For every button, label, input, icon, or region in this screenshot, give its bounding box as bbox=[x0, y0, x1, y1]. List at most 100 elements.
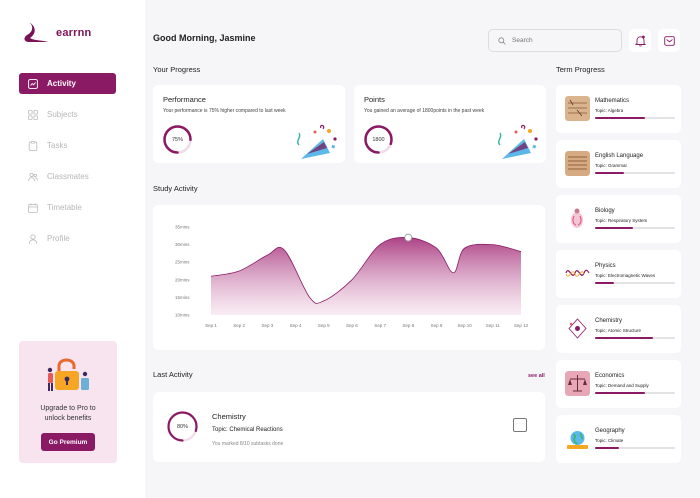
term-progress-bar bbox=[595, 447, 675, 449]
term-progress-fill bbox=[595, 227, 634, 229]
x-tick-label: Sep 11 bbox=[486, 323, 500, 328]
term-topic: Topic: Atomic Structure bbox=[595, 328, 642, 333]
search-input[interactable] bbox=[512, 37, 612, 44]
sidebar-item-subjects[interactable]: Subjects bbox=[19, 104, 116, 125]
term-progress-title: Term Progress bbox=[556, 65, 605, 74]
points-ring: 1800 bbox=[364, 125, 393, 154]
sidebar-item-timetable[interactable]: Timetable bbox=[19, 197, 116, 218]
clipboard-icon bbox=[28, 140, 38, 151]
term-subject: Chemistry bbox=[595, 318, 623, 324]
term-topic: Topic: Demand and Supply bbox=[595, 383, 649, 388]
x-tick-label: Sep 6 bbox=[346, 323, 358, 328]
study-area-fill bbox=[211, 237, 521, 315]
sidebar-item-tasks[interactable]: Tasks bbox=[19, 135, 116, 156]
performance-card[interactable]: Performance Your performance is 75% high… bbox=[153, 85, 345, 163]
calendar-icon bbox=[28, 202, 38, 213]
term-progress-bar bbox=[595, 392, 675, 394]
term-subject: Geography bbox=[595, 428, 625, 434]
performance-ring: 75% bbox=[163, 125, 192, 154]
sidebar-item-label: Subjects bbox=[47, 110, 78, 119]
x-tick-label: Sep 2 bbox=[233, 323, 245, 328]
chemistry-thumb-icon bbox=[565, 316, 590, 341]
sidebar-item-classmates[interactable]: Classmates bbox=[19, 166, 116, 187]
activity-topic: Topic: Chemical Reactions bbox=[212, 427, 283, 433]
term-card-biology[interactable]: Biology Topic: Respiratory System bbox=[556, 195, 681, 243]
biology-thumb-icon bbox=[565, 206, 590, 231]
term-subject: Biology bbox=[595, 208, 615, 214]
chart-box-icon bbox=[28, 78, 38, 89]
study-activity-chart-svg: 10mins 15mins 20mins 25mins 30mins 35mins Sep … bbox=[175, 225, 529, 329]
highlight-point[interactable] bbox=[404, 233, 413, 242]
points-card[interactable]: Points You gained an average of 1800poin… bbox=[354, 85, 546, 163]
activity-note: You marked 8/10 subtasks done bbox=[212, 441, 284, 447]
term-card-geography[interactable]: Geography Topic: Climate bbox=[556, 415, 681, 463]
sidebar-item-label: Tasks bbox=[47, 141, 68, 150]
term-progress-fill bbox=[595, 117, 645, 119]
grid-icon bbox=[28, 109, 38, 120]
performance-ring-arc bbox=[163, 125, 192, 154]
x-tick-label: Sep 5 bbox=[318, 323, 330, 328]
logo-icon bbox=[24, 22, 48, 42]
activity-ring-arc bbox=[167, 411, 198, 442]
y-tick-label: 30mins bbox=[175, 242, 190, 247]
last-activity-title: Last Activity bbox=[153, 370, 193, 379]
search-icon bbox=[498, 36, 506, 45]
last-activity-card[interactable]: 80% Chemistry Topic: Chemical Reactions … bbox=[153, 392, 545, 462]
sidebar: earrnn Activity Subjects Tasks Classmate… bbox=[0, 0, 145, 498]
term-topic: Topic: Respiratory System bbox=[595, 218, 648, 223]
unlock-illustration-icon bbox=[47, 358, 89, 391]
x-tick-label: Sep 9 bbox=[431, 323, 443, 328]
term-subject: English Language bbox=[595, 153, 644, 159]
term-card-mathematics[interactable]: Mathematics Topic: Algebra bbox=[556, 85, 681, 133]
term-subject: Mathematics bbox=[595, 98, 630, 104]
x-tick-label: Sep 12 bbox=[514, 323, 529, 328]
activity-percent: 80% bbox=[176, 423, 188, 430]
term-progress-bar bbox=[595, 227, 675, 229]
term-topic: Topic: Electromagnetic Waves bbox=[595, 273, 656, 278]
term-progress-bar bbox=[595, 172, 675, 174]
brand-logo[interactable]: earrnn bbox=[20, 20, 91, 46]
physics-thumb-icon bbox=[565, 261, 590, 286]
term-card-economics[interactable]: Economics Topic: Demand and Supply bbox=[556, 360, 681, 408]
activity-checkbox[interactable] bbox=[513, 418, 527, 432]
people-icon bbox=[28, 172, 38, 181]
term-topic: Topic: Algebra bbox=[595, 108, 624, 113]
go-premium-button[interactable]: Go Premium bbox=[41, 433, 95, 451]
x-tick-label: Sep 7 bbox=[374, 323, 386, 328]
study-series-line bbox=[210, 237, 522, 304]
messages-button[interactable] bbox=[658, 29, 680, 52]
party-popper-icon bbox=[297, 124, 337, 159]
party-popper-icon bbox=[498, 124, 538, 159]
points-value: 1800 bbox=[372, 136, 385, 143]
math-thumb-icon bbox=[565, 96, 590, 121]
term-progress-bar bbox=[595, 282, 675, 284]
term-progress-fill bbox=[595, 337, 653, 339]
geography-thumb-icon bbox=[565, 426, 590, 451]
upgrade-promo: Upgrade to Pro to unlock benefits Go Pre… bbox=[19, 341, 117, 463]
x-tick-label: Sep 1 bbox=[205, 323, 217, 328]
english-thumb-icon bbox=[565, 151, 590, 176]
term-card-chemistry[interactable]: Chemistry Topic: Atomic Structure bbox=[556, 305, 681, 353]
notifications-button[interactable] bbox=[629, 29, 651, 52]
search-box[interactable] bbox=[488, 29, 622, 52]
term-card-english[interactable]: English Language Topic: Grammar bbox=[556, 140, 681, 188]
user-icon bbox=[28, 233, 38, 244]
term-topic: Topic: Grammar bbox=[595, 163, 628, 168]
sidebar-item-activity[interactable]: Activity bbox=[19, 73, 116, 94]
sidebar-item-label: Activity bbox=[47, 79, 76, 88]
promo-text: Upgrade to Pro to unlock benefits bbox=[40, 405, 96, 422]
y-tick-label: 35mins bbox=[175, 225, 190, 230]
term-topic: Topic: Climate bbox=[595, 438, 624, 443]
y-tick-label: 25mins bbox=[175, 260, 190, 265]
see-all-link[interactable]: see all bbox=[528, 373, 545, 379]
term-subject: Economics bbox=[595, 373, 625, 379]
your-progress-title: Your Progress bbox=[153, 65, 201, 74]
x-tick-label: Sep 4 bbox=[290, 323, 302, 328]
performance-value: 75% bbox=[171, 136, 183, 143]
sidebar-item-label: Profile bbox=[47, 234, 70, 243]
sidebar-item-label: Classmates bbox=[47, 172, 89, 181]
x-tick-label: Sep 10 bbox=[458, 323, 473, 328]
term-progress-fill bbox=[595, 172, 624, 174]
sidebar-item-profile[interactable]: Profile bbox=[19, 228, 116, 249]
term-card-physics[interactable]: Physics Topic: Electromagnetic Waves bbox=[556, 250, 681, 298]
